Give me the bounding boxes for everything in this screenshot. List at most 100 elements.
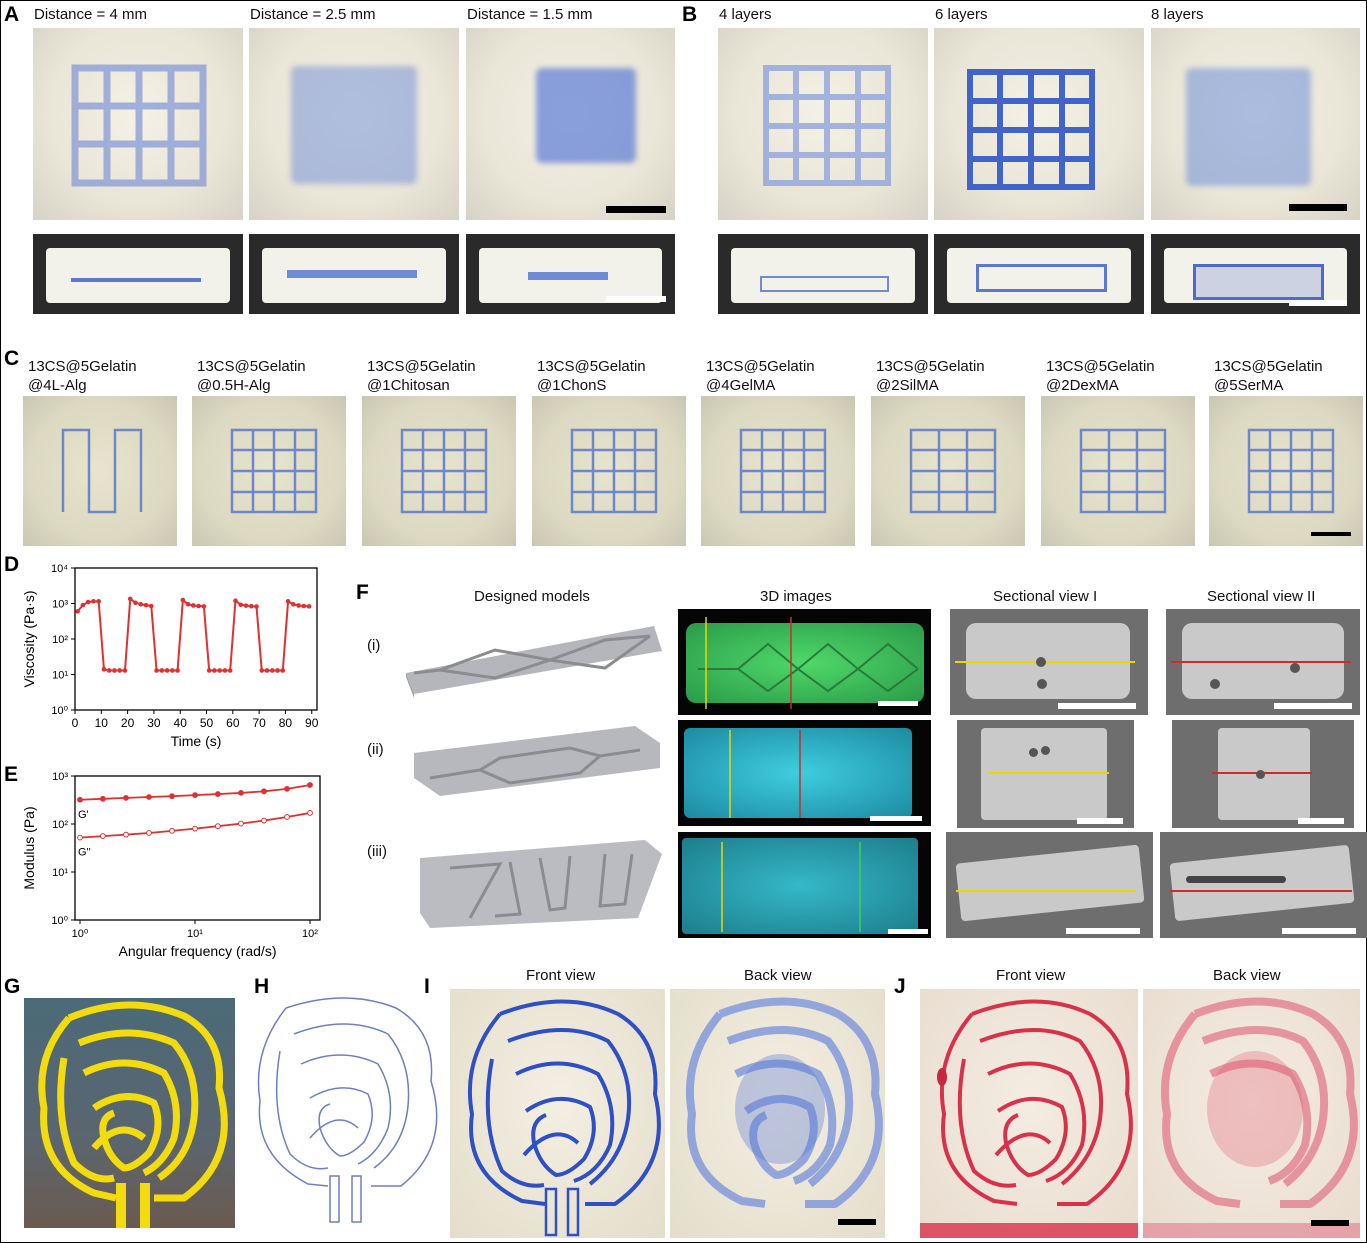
viscosity-data-point: [122, 668, 128, 673]
series-data-point: [123, 831, 129, 838]
photo-a-top-2: [249, 28, 459, 220]
viscosity-data-point: [85, 599, 91, 605]
photo-i-back: [670, 989, 885, 1238]
series-data-point: [169, 793, 175, 800]
y-tick-label: 10³: [52, 771, 68, 783]
grid-pattern: [400, 428, 488, 514]
scale-bar: [1274, 703, 1352, 709]
x-tick-label: 50: [200, 716, 214, 730]
x-tick-label: 70: [252, 716, 266, 730]
viscosity-data-point: [233, 598, 238, 603]
series-data-point: [261, 817, 267, 824]
panel-j-front-title: Front view: [996, 967, 1066, 984]
series-data-point: [146, 794, 152, 800]
grid-pattern: [967, 69, 1095, 190]
blue-vessel-back: [685, 997, 883, 1225]
panel-f-row-3: (iii): [367, 843, 387, 860]
plot-frame: [74, 567, 318, 711]
section-ii-view-2: [1172, 720, 1354, 828]
panel-label-b: B: [682, 3, 698, 26]
series-data-point: [307, 810, 313, 816]
panel-c-title-2-line-2: @0.5H-Alg: [197, 377, 271, 394]
y-tick-label: 10⁰: [51, 705, 68, 717]
panel-label-i: I: [424, 975, 430, 998]
photo-a-side-1: [33, 234, 243, 314]
scale-bar: [838, 1219, 876, 1225]
panel-i-back-title: Back view: [744, 967, 812, 984]
viscosity-data-point: [227, 668, 233, 673]
grid-pattern: [570, 428, 658, 514]
x-tick-label: 10⁰: [72, 928, 89, 940]
panel-c-title-3-line-1: 13CS@5Gelatin: [367, 358, 476, 375]
grid-pattern: [1079, 428, 1167, 514]
series-data-point: [77, 834, 83, 841]
viscosity-data-point: [264, 668, 270, 673]
panel-a-title-2: Distance = 2.5 mm: [250, 6, 376, 23]
photo-c-5: [701, 396, 855, 546]
designed-models: [406, 626, 662, 928]
photo-a-side-2: [249, 234, 459, 314]
viscosity-data-point: [127, 596, 133, 602]
panel-label-j: J: [894, 975, 906, 998]
viscosity-data-point: [159, 668, 165, 673]
section-iii-view-1: [946, 832, 1153, 938]
grid-pattern: [763, 65, 891, 186]
panel-b-title-3: 8 layers: [1151, 6, 1204, 23]
panel-c-title-6-line-2: @2SilMA: [876, 377, 939, 394]
3d-image-i: [678, 609, 931, 715]
y-tick-label: 10²: [52, 819, 68, 831]
x-tick-label: 10: [95, 716, 109, 730]
photo-c-6: [871, 396, 1025, 546]
photo-a-top-1: [33, 28, 243, 220]
series-data-point: [284, 814, 290, 820]
panel-c-title-8-line-2: @5SerMA: [1214, 377, 1284, 394]
scale-bar: [606, 296, 666, 302]
panel-f-row-1: (i): [367, 637, 381, 654]
viscosity-data-point: [75, 609, 80, 614]
x-axis-label: Angular frequency (rad/s): [119, 943, 277, 959]
photo-b-side-1: [718, 234, 928, 314]
photo-c-7: [1041, 396, 1195, 546]
series-data-point: [261, 788, 267, 795]
panel-c-title-8-line-1: 13CS@5Gelatin: [1214, 358, 1323, 375]
grid-pattern: [71, 64, 207, 187]
modulus-chart: 10⁰ 10¹ 10² 10⁰ 10¹ 10² 10³ Angular frequency (…: [21, 771, 321, 959]
panel-c-title-1-line-2: @4L-Alg: [28, 377, 87, 394]
series-data-point: [214, 791, 221, 797]
photo-c-2: [192, 396, 346, 546]
y-tick-label: 10⁰: [51, 915, 68, 927]
grid-pattern: [739, 428, 827, 514]
series-data-point: [123, 794, 129, 801]
panel-c-title-5-line-1: 13CS@5Gelatin: [706, 358, 815, 375]
viscosity-data-point: [243, 603, 249, 608]
viscosity-data-point: [164, 668, 170, 673]
viscosity-data-point: [112, 668, 117, 673]
photo-b-top-2: [934, 28, 1144, 220]
x-tick-label: 60: [226, 716, 240, 730]
viscosity-data-point: [217, 668, 222, 673]
panel-f-col-3: Sectional view I: [993, 588, 1098, 605]
panel-f-col-4: Sectional view II: [1207, 588, 1316, 605]
photo-b-top-1: [718, 28, 928, 220]
viscosity-series-line: [76, 596, 310, 672]
viscosity-data-point: [285, 599, 291, 604]
series-data-point: [169, 827, 175, 834]
section-ii-view-1: [957, 720, 1134, 828]
grid-pattern: [909, 428, 997, 514]
x-tick-label: 30: [147, 716, 161, 730]
photo-c-1: [23, 396, 177, 546]
panel-f-col-2: 3D images: [760, 588, 832, 605]
series-data-point: [99, 795, 106, 802]
scale-bar: [1289, 204, 1347, 211]
viscosity-data-point: [222, 668, 228, 673]
viscosity-data-point: [254, 604, 259, 609]
panel-label-c: C: [4, 347, 20, 370]
series-data-point: [214, 823, 221, 830]
vessel-outline-design: [257, 997, 438, 1223]
section-i-view-1: [950, 609, 1148, 715]
panel-i-front-title: Front view: [526, 967, 596, 984]
y-tick-label: 10¹: [52, 867, 68, 879]
viscosity-data-point: [133, 600, 138, 606]
panel-a-title-1: Distance = 4 mm: [34, 6, 147, 23]
photo-b-top-3: [1151, 28, 1360, 220]
